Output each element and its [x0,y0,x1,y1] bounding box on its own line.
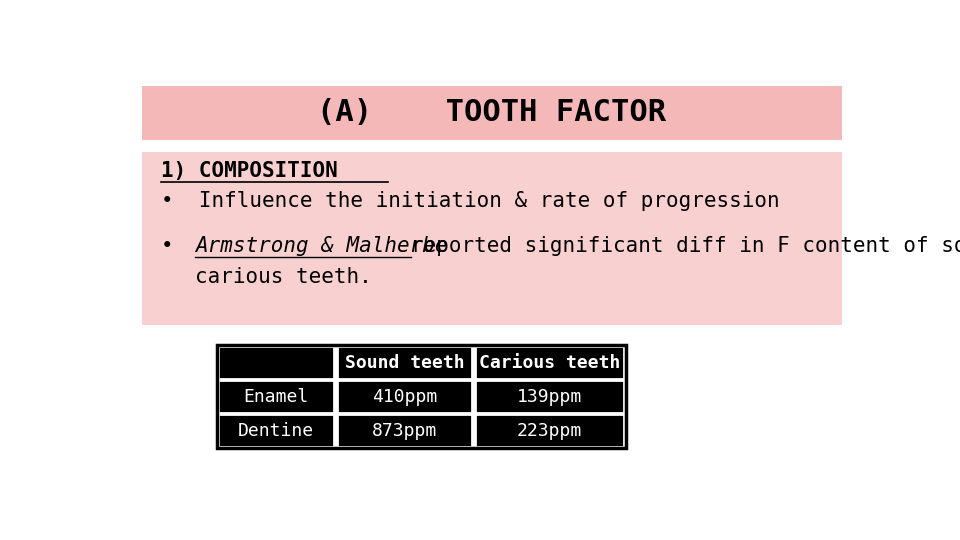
FancyBboxPatch shape [337,380,472,413]
Text: Sound teeth: Sound teeth [345,354,465,372]
FancyBboxPatch shape [475,346,624,379]
FancyBboxPatch shape [142,85,842,140]
Text: 873ppm: 873ppm [372,422,437,440]
FancyBboxPatch shape [142,152,842,325]
Text: Carious teeth: Carious teeth [479,354,620,372]
Text: 1) COMPOSITION: 1) COMPOSITION [161,161,338,181]
FancyBboxPatch shape [218,346,334,379]
FancyBboxPatch shape [218,380,334,413]
Text: Dentine: Dentine [238,422,314,440]
FancyBboxPatch shape [337,415,472,447]
Text: •  Influence the initiation & rate of progression: • Influence the initiation & rate of pro… [161,191,780,211]
Text: 410ppm: 410ppm [372,388,437,406]
FancyBboxPatch shape [475,415,624,447]
Text: 139ppm: 139ppm [517,388,583,406]
Text: •: • [161,235,199,255]
FancyBboxPatch shape [337,346,472,379]
FancyBboxPatch shape [475,380,624,413]
FancyBboxPatch shape [218,415,334,447]
Text: Enamel: Enamel [244,388,309,406]
Text: 223ppm: 223ppm [517,422,583,440]
Text: reported significant diff in F content of sound &: reported significant diff in F content o… [411,235,960,255]
Text: (A)    TOOTH FACTOR: (A) TOOTH FACTOR [318,98,666,127]
Text: Armstrong & Malherbe: Armstrong & Malherbe [195,235,460,255]
Text: carious teeth.: carious teeth. [195,267,372,287]
